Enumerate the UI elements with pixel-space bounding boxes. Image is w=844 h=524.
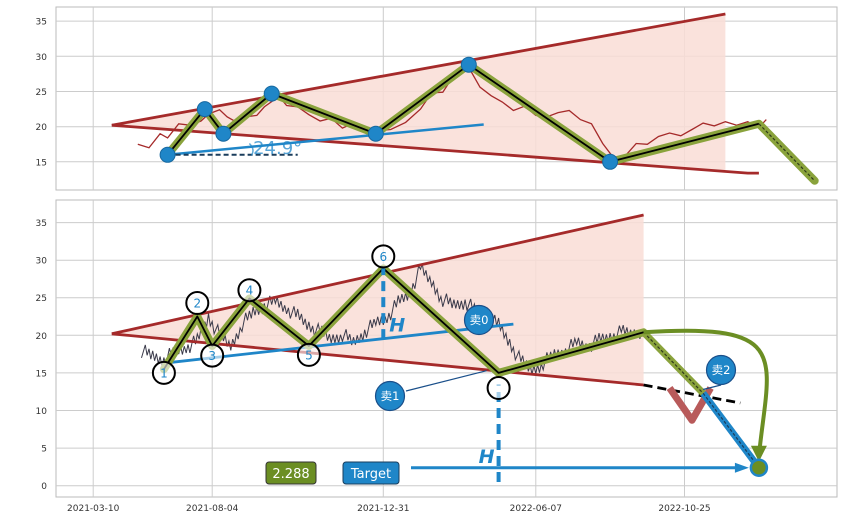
bottom-blue-drop-dashed	[702, 392, 760, 469]
top-forecast-dashed	[758, 123, 816, 182]
bottom-extension-dashed	[643, 383, 741, 405]
bottom-curve-arrowhead	[750, 445, 767, 462]
bottom-ytick-label: 20	[36, 332, 48, 342]
top-pivot-marker	[215, 125, 232, 142]
top-pivot-marker	[263, 85, 280, 102]
x-tick-label: 2021-12-31	[357, 504, 409, 514]
sell0-label: 卖0	[470, 313, 489, 327]
h-label-2: H	[479, 446, 495, 468]
top-pivot-marker	[196, 101, 213, 118]
target-marker	[749, 458, 769, 477]
pivot-circle	[296, 342, 321, 367]
bottom-ytick-label: 30	[36, 257, 48, 267]
pivot-label: 5	[305, 348, 313, 362]
bottom-ytick-label: 15	[36, 369, 47, 379]
sell2-pointer	[702, 384, 722, 391]
bottom-ytick-label: 10	[36, 407, 48, 417]
sell1-bubble	[374, 380, 406, 412]
pivot-label: 3	[208, 349, 216, 363]
top-angle-label: 24.9°	[253, 138, 302, 159]
top-pivot-marker	[367, 125, 384, 142]
bottom-forecast-dashed	[643, 331, 704, 394]
sell2-bubble	[705, 354, 737, 386]
top-ytick-label: 20	[36, 123, 48, 133]
pivot-label: 1	[160, 366, 168, 380]
h-label-1: H	[389, 315, 405, 337]
top-angle-arc	[248, 142, 254, 156]
x-tick-label: 2021-08-04	[186, 504, 239, 514]
pivot-circle	[185, 291, 210, 315]
sell0-bubble	[463, 304, 495, 336]
top-ytick-label: 15	[36, 158, 47, 168]
top-lower-trendline	[111, 123, 759, 175]
bottom-ytick-label: 5	[41, 445, 47, 455]
top-ytick-label: 35	[36, 18, 47, 28]
bottom-ytick-label: 0	[41, 482, 47, 492]
x-tick-label: 2022-10-25	[658, 504, 710, 514]
bottom-ytick-label: 25	[36, 294, 47, 304]
top-ytick-label: 30	[36, 53, 48, 63]
bottom-pattern-inner	[163, 267, 644, 374]
x-tick-label: 2021-03-10	[67, 504, 120, 514]
value-box-label: 2.288	[272, 467, 309, 482]
pivot-label: 2	[193, 297, 201, 311]
target-box	[342, 461, 400, 485]
top-pivot-marker	[602, 153, 619, 170]
bottom-ytick-label: 35	[36, 219, 47, 229]
sell1-pointer	[405, 370, 487, 392]
target-arrowhead	[734, 462, 749, 473]
sell2-label: 卖2	[712, 363, 731, 377]
value-box	[265, 461, 317, 485]
bottom-curve-arrow	[643, 328, 769, 456]
x-tick-label: 2022-06-07	[510, 504, 562, 514]
top-upper-trendline	[111, 12, 726, 127]
pivot-circle	[371, 244, 396, 269]
top-support-line	[167, 123, 484, 157]
target-box-label: Target	[350, 467, 391, 482]
bottom-lower-trendline	[111, 332, 644, 387]
pivot-circle	[151, 360, 176, 385]
pivot-circle	[486, 376, 511, 400]
top-pivot-marker	[159, 146, 176, 163]
top-pivot-marker	[460, 56, 477, 73]
sell1-label: 卖1	[381, 389, 400, 403]
pivot-circle	[237, 278, 262, 303]
pivot-circle	[200, 343, 225, 368]
pivot-label: 4	[246, 284, 254, 298]
top-ytick-label: 25	[36, 88, 47, 98]
pivot-label: 6	[379, 250, 387, 264]
